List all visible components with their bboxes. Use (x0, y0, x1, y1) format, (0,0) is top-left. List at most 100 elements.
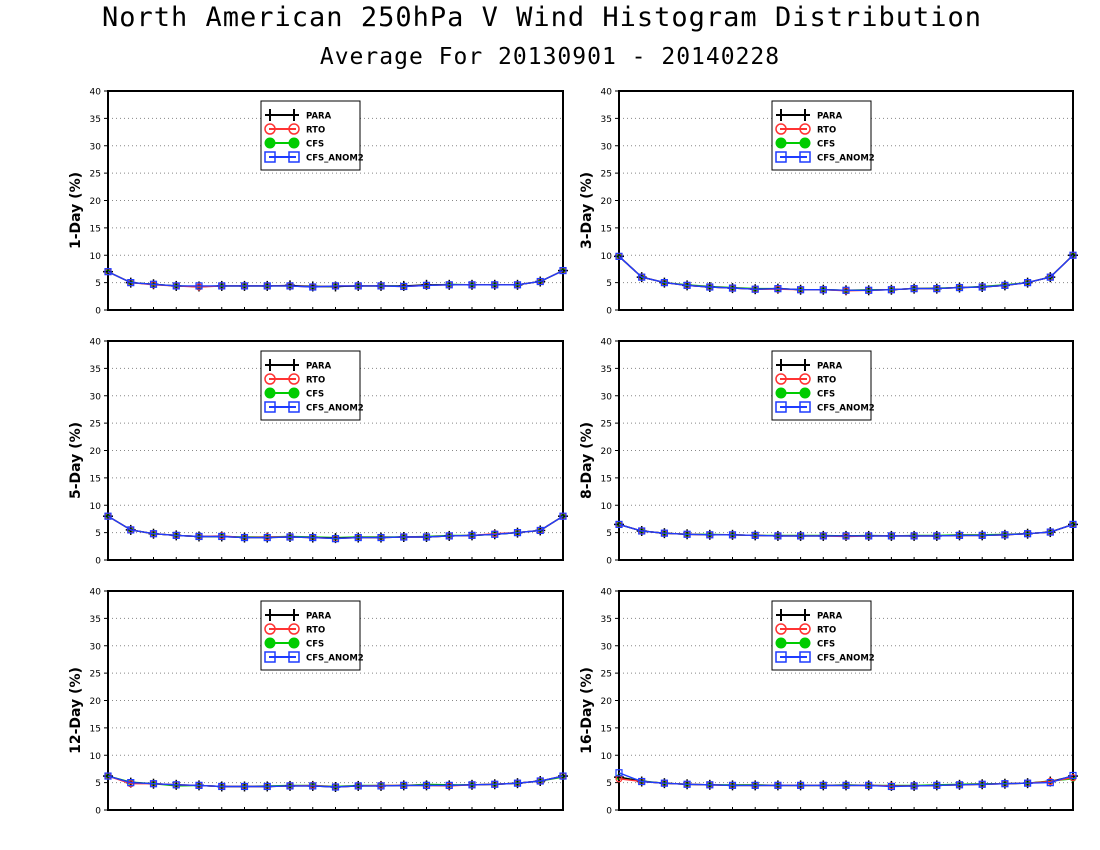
data-point (774, 781, 782, 789)
data-point (331, 535, 340, 543)
data-point (127, 279, 135, 287)
legend-label: CFS_ANOM2 (817, 654, 875, 664)
data-point (978, 780, 986, 788)
data-point (1023, 279, 1032, 287)
series-cfs-anom2 (615, 520, 1077, 540)
data-point (660, 279, 669, 287)
data-point (468, 781, 476, 789)
legend-label: CFS (306, 390, 324, 400)
series-cfs-anom2 (104, 512, 567, 543)
data-point (104, 512, 112, 520)
legend-marker (799, 623, 811, 635)
data-point (195, 781, 203, 789)
y-tick-label: 15 (90, 724, 101, 734)
y-tick-label: 40 (90, 338, 102, 348)
data-point (819, 532, 827, 540)
y-tick-label: 20 (90, 447, 102, 457)
y-tick-label: 15 (601, 224, 612, 234)
data-point (445, 281, 453, 289)
data-point (683, 780, 691, 788)
legend: PARA RTO CFS CFS_ANOM2 (771, 350, 875, 421)
legend-label: CFS_ANOM2 (817, 154, 875, 164)
series-line (618, 254, 1074, 291)
legend-marker (264, 151, 276, 163)
legend-marker (776, 359, 786, 371)
data-point (127, 526, 135, 534)
data-point (774, 532, 782, 540)
chart-panel: 0 5 10 15 20 25 30 35 40 5-Day (%) PARA RTO CFS CFS_A… (68, 338, 568, 567)
legend-marker (776, 609, 786, 621)
y-tick-label: 5 (95, 529, 101, 539)
data-point (218, 282, 226, 290)
legend-marker (288, 137, 300, 149)
legend-marker (775, 623, 787, 635)
y-tick-label: 35 (90, 115, 101, 125)
data-point (933, 781, 941, 789)
data-point (422, 281, 431, 289)
legend-marker (288, 151, 300, 163)
y-tick-label: 20 (601, 447, 613, 457)
data-point (104, 772, 112, 780)
y-tick-label: 0 (95, 807, 101, 817)
y-tick-label: 35 (601, 365, 612, 375)
y-tick-label: 10 (601, 752, 613, 762)
data-point (354, 282, 362, 290)
legend-label: CFS (306, 640, 324, 650)
y-tick-label: 25 (601, 170, 612, 180)
legend-marker (800, 109, 810, 121)
y-tick-label: 25 (601, 670, 612, 680)
y-tick-label: 40 (601, 338, 613, 348)
legend-box (771, 100, 872, 171)
legend-box (260, 100, 361, 171)
legend-marker (776, 109, 786, 121)
data-point (955, 283, 964, 292)
legend-marker (265, 359, 275, 371)
data-point (819, 286, 827, 294)
data-point (728, 781, 737, 789)
legend-marker (799, 651, 811, 663)
series-line (107, 775, 564, 788)
legend: PARA RTO CFS CFS_ANOM2 (771, 600, 875, 671)
data-point (796, 532, 805, 540)
series-cfs-anom2 (104, 266, 567, 291)
data-point (422, 781, 431, 789)
legend-label: CFS (306, 140, 324, 150)
legend-marker (264, 623, 276, 635)
data-point (445, 532, 453, 540)
legend-marker (288, 373, 300, 385)
data-point (933, 285, 941, 293)
y-tick-label: 0 (606, 307, 612, 317)
data-point (513, 529, 522, 537)
y-axis-label: 8-Day (%) (579, 422, 595, 499)
data-point (468, 531, 476, 539)
data-point (683, 281, 691, 289)
y-axis-label: 12-Day (%) (68, 667, 84, 754)
data-point (615, 769, 623, 777)
figure-subtitle: Average For 20130901 - 20140228 (319, 44, 781, 70)
data-point (660, 779, 669, 787)
data-point (615, 252, 623, 260)
legend-box (260, 600, 361, 671)
y-axis-label: 16-Day (%) (579, 667, 595, 754)
data-point (638, 527, 646, 535)
data-point (400, 533, 408, 541)
legend-marker (264, 373, 276, 385)
legend-label: PARA (817, 112, 843, 122)
y-tick-label: 10 (90, 502, 102, 512)
legend-label: RTO (817, 376, 836, 386)
data-point (331, 282, 340, 290)
y-tick-label: 0 (606, 807, 612, 817)
y-tick-label: 10 (90, 752, 102, 762)
data-point (218, 532, 226, 541)
y-tick-label: 20 (90, 697, 102, 707)
data-point (286, 533, 294, 541)
y-tick-label: 0 (606, 557, 612, 567)
data-point (331, 783, 340, 791)
data-point (1069, 771, 1077, 780)
data-point (1023, 779, 1032, 787)
data-point (865, 532, 873, 540)
y-tick-label: 0 (95, 557, 101, 567)
data-point (149, 280, 158, 288)
data-point (377, 782, 385, 790)
data-point (377, 282, 385, 290)
